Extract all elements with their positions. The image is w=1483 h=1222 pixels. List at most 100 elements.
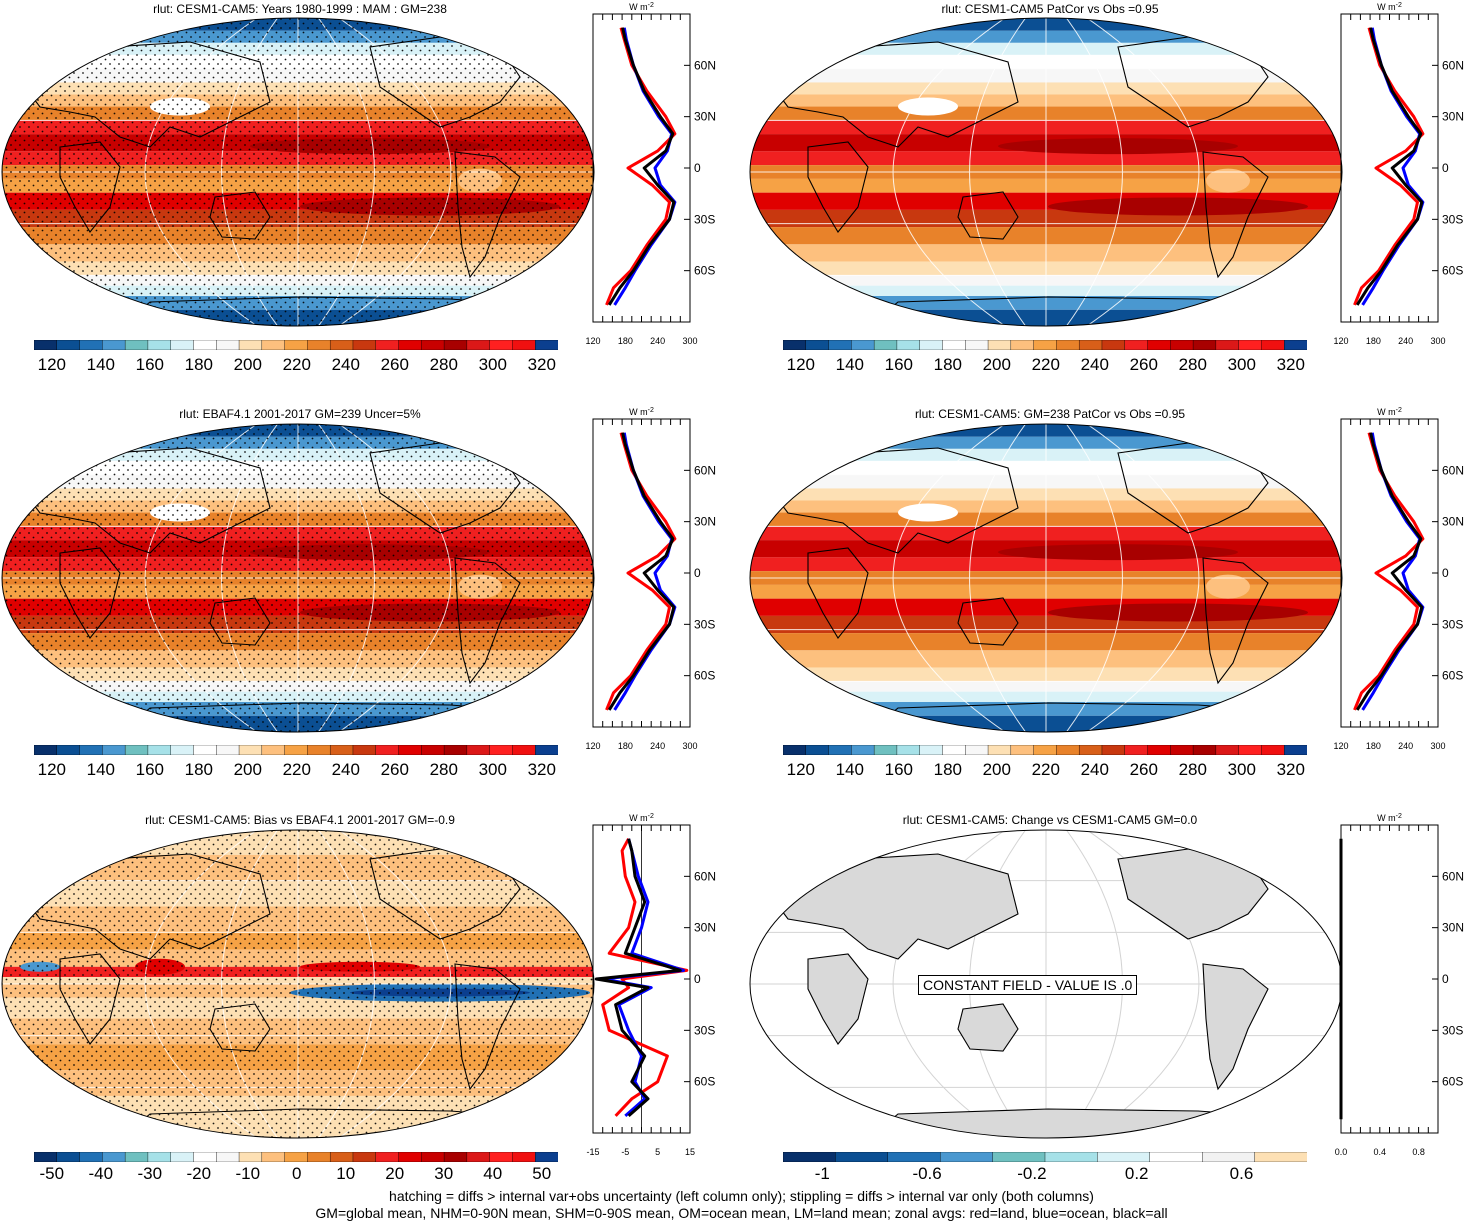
colorbar-swatch	[216, 1152, 240, 1162]
land-outline	[807, 547, 869, 639]
colorbar-swatch	[489, 340, 514, 350]
colorbar-tick-label: 320	[1276, 760, 1305, 779]
colorbar-swatch	[1033, 340, 1058, 350]
colorbar-swatch	[284, 1152, 309, 1162]
colorbar-tick-label: 180	[184, 760, 213, 779]
zonal-x-tick-label: 300	[1430, 741, 1445, 751]
colorbar-swatch	[1101, 340, 1126, 350]
zonal-lat-label: 0	[1442, 566, 1449, 580]
colorbar-swatch	[147, 340, 172, 350]
colorbar-tick-label: 320	[1276, 355, 1305, 374]
colorbar-swatch	[1056, 340, 1080, 350]
zonal-units-label: W m-2	[629, 407, 654, 417]
zonal-x-tick-label: 120	[1333, 741, 1348, 751]
colorbar-swatch	[1124, 745, 1149, 755]
land-outline	[1267, 26, 1319, 63]
map-panel-p2	[749, 17, 1343, 327]
graticule	[750, 424, 1342, 732]
stippling	[2, 424, 594, 732]
colorbar-swatch	[1261, 745, 1285, 755]
zonal-lat-label: 0	[1442, 972, 1449, 986]
colorbar-tick-label: 240	[331, 760, 360, 779]
colorbar-swatch	[329, 1152, 354, 1162]
zonal-lat-label: 30S	[694, 212, 715, 226]
zonal-x-tick-label: 180	[1366, 741, 1381, 751]
zonal-lat-label: 30N	[1442, 921, 1464, 935]
colorbar-swatch	[56, 1152, 81, 1162]
colorbar-swatch	[375, 745, 400, 755]
colorbar-swatch	[1261, 340, 1285, 350]
colorbar-swatch	[421, 1152, 445, 1162]
colorbar-swatch	[443, 745, 468, 755]
colorbar-swatch	[939, 1152, 994, 1162]
land-outline	[767, 853, 1019, 960]
zonal-x-tick-label: 120	[585, 741, 600, 751]
colorbar-tick-label: 280	[429, 355, 458, 374]
colorbar-swatch	[102, 745, 126, 755]
zonal-frame	[592, 418, 691, 728]
colorbar-swatch	[261, 340, 286, 350]
colorbar-swatch	[873, 340, 898, 350]
colorbar-tick-label: 320	[527, 760, 556, 779]
land-outline	[1267, 432, 1319, 469]
colorbar-tick-label: -30	[137, 1164, 163, 1183]
colorbar-tick-label: 240	[331, 355, 360, 374]
colorbar-swatch	[512, 1152, 536, 1162]
zonal-units-label: W m-2	[1377, 813, 1402, 823]
colorbar-swatch	[851, 745, 875, 755]
zonal-lat-label: 30S	[1442, 617, 1463, 631]
colorbar-tick-label: 300	[478, 760, 507, 779]
zonal-frame	[1340, 824, 1439, 1134]
map-boundary	[1, 829, 595, 1139]
colorbar-tick-label: 30	[434, 1164, 454, 1183]
map-boundary	[749, 423, 1343, 733]
colorbar-swatch	[942, 745, 966, 755]
colorbar-swatch	[56, 745, 81, 755]
land-outline	[1202, 557, 1269, 685]
colorbar-p5	[34, 1152, 558, 1162]
zonal-x-tick-label: -5	[621, 1147, 629, 1157]
colorbar-swatch	[329, 745, 354, 755]
zonal-series-land	[601, 837, 689, 1117]
colorbar-swatch	[443, 340, 468, 350]
colorbar-swatch	[216, 745, 240, 755]
colorbar-swatch	[896, 745, 921, 755]
graticule-meridian	[1065, 424, 1123, 732]
zonal-plot-p3: W m-2 60N 30N 0 30S 60S 120 180 240 300	[585, 407, 716, 751]
colorbar-swatch	[147, 745, 172, 755]
zonal-lat-label: 60N	[1442, 463, 1464, 477]
land-outline	[519, 26, 571, 63]
field-feature	[898, 503, 958, 522]
colorbar-swatch	[489, 745, 514, 755]
colorbar-swatch	[1149, 1152, 1203, 1162]
footer-line-1: hatching = diffs > internal var+obs unce…	[389, 1188, 1094, 1204]
land-outline	[807, 953, 869, 1045]
colorbar-swatch	[466, 1152, 491, 1162]
zonal-x-tick-label: 0.4	[1374, 1147, 1387, 1157]
colorbar-swatch	[34, 745, 58, 755]
panel-title-p3: rlut: EBAF4.1 2001-2017 GM=239 Uncer=5%	[179, 407, 421, 421]
colorbar-tick-label: 260	[380, 760, 409, 779]
land-outline	[1267, 838, 1319, 875]
colorbar-p4	[783, 745, 1307, 755]
zonal-units-label: W m-2	[629, 813, 654, 823]
zonal-x-tick-label: 15	[685, 1147, 695, 1157]
colorbar-swatch	[421, 745, 445, 755]
colorbar-swatch	[828, 745, 853, 755]
zonal-units-label: W m-2	[629, 2, 654, 12]
zonal-x-tick-label: 300	[1430, 336, 1445, 346]
field-feature	[998, 544, 1238, 561]
zonal-lat-label: 60S	[1442, 1075, 1463, 1089]
zonal-plot-p6: W m-2 60N 30N 0 30S 60S 0.0 0.4 0.8	[1335, 813, 1464, 1157]
land-outline	[957, 1003, 1019, 1052]
zonal-lat-label: 0	[694, 566, 701, 580]
zonal-units-label: W m-2	[1377, 407, 1402, 417]
colorbar-swatch	[1238, 745, 1263, 755]
colorbar-tick-label: 160	[135, 355, 164, 374]
colorbar-swatch	[512, 340, 536, 350]
colorbar-swatch	[1284, 745, 1307, 755]
colorbar-swatch	[919, 340, 944, 350]
map-field	[750, 424, 1342, 732]
zonal-x-tick-label: 240	[1398, 336, 1413, 346]
land-outline	[957, 191, 1019, 240]
